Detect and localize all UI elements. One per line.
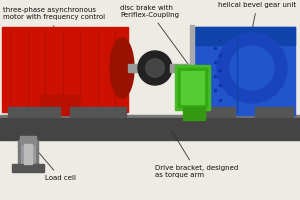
Bar <box>0 115 300 128</box>
Bar <box>0 118 300 140</box>
Bar <box>8 107 60 117</box>
Circle shape <box>217 33 287 103</box>
Bar <box>175 65 210 110</box>
Circle shape <box>146 59 164 77</box>
Bar <box>181 71 204 104</box>
Bar <box>21 142 35 166</box>
Ellipse shape <box>110 38 134 98</box>
Bar <box>178 68 207 107</box>
Text: Drive bracket, designed
as torque arm: Drive bracket, designed as torque arm <box>155 130 238 178</box>
Bar <box>70 107 126 117</box>
Bar <box>18 140 38 168</box>
Bar <box>128 64 155 72</box>
Bar <box>40 95 80 115</box>
Bar <box>195 27 295 45</box>
Text: Load cell: Load cell <box>30 142 76 181</box>
Bar <box>12 164 44 172</box>
Bar <box>183 107 205 120</box>
Circle shape <box>138 51 172 85</box>
Bar <box>2 27 128 112</box>
Circle shape <box>230 46 274 90</box>
Text: helical bevel gear unit: helical bevel gear unit <box>218 2 296 27</box>
Bar <box>24 144 32 164</box>
Bar <box>197 107 235 117</box>
Text: three-phase asynchronous
motor with frequency control: three-phase asynchronous motor with freq… <box>3 7 105 94</box>
Bar <box>170 64 190 72</box>
Bar <box>20 136 36 144</box>
Bar <box>190 25 194 68</box>
Text: disc brake with
Periflex-Coupling: disc brake with Periflex-Coupling <box>120 5 189 66</box>
Bar <box>255 107 293 117</box>
Bar <box>195 27 295 115</box>
